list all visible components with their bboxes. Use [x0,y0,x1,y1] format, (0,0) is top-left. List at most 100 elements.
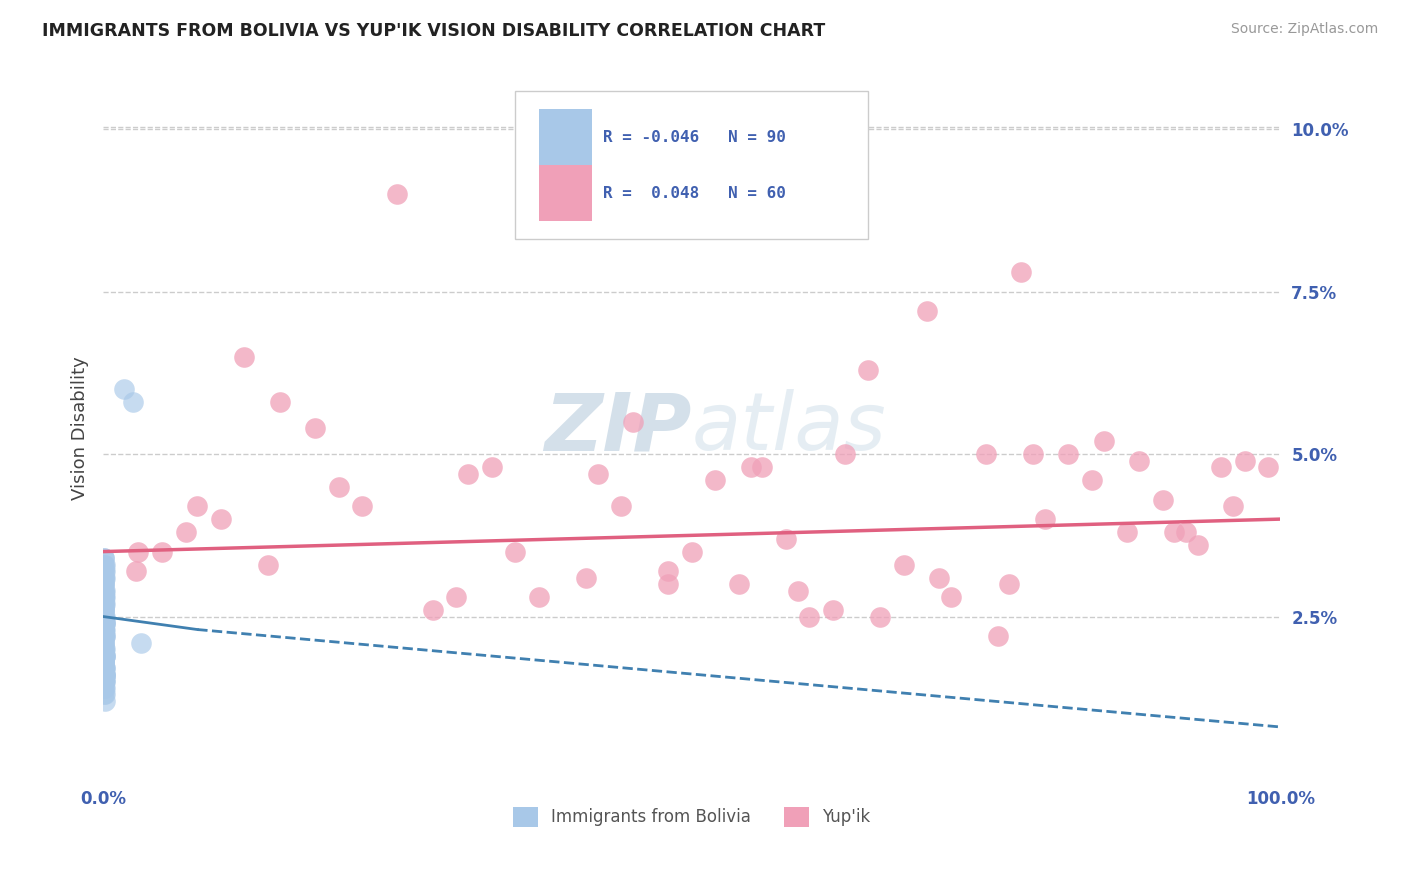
Point [94,674,117,689]
Point [503,544,526,558]
Point [93,583,115,598]
Point [186,499,208,513]
Point [1033,512,1056,526]
Point [799,609,821,624]
Text: Source: ZipAtlas.com: Source: ZipAtlas.com [1230,22,1378,37]
Point [328,480,350,494]
Point [93,603,115,617]
Point [93,661,115,675]
Point [93,570,115,584]
Point [112,382,135,396]
Text: R =  0.048   N = 60: R = 0.048 N = 60 [603,186,786,201]
Point [893,558,915,572]
Point [93,623,115,637]
Legend: Immigrants from Bolivia, Yup'ik: Immigrants from Bolivia, Yup'ik [506,800,877,834]
Point [858,362,880,376]
Point [93,577,115,591]
Point [352,499,374,513]
Point [94,570,117,584]
Point [93,629,115,643]
Point [93,590,115,604]
Y-axis label: Vision Disability: Vision Disability [72,356,89,500]
Point [915,304,938,318]
Point [1092,434,1115,449]
Text: IMMIGRANTS FROM BOLIVIA VS YUP'IK VISION DISABILITY CORRELATION CHART: IMMIGRANTS FROM BOLIVIA VS YUP'IK VISION… [42,22,825,40]
Point [1057,447,1080,461]
Point [150,544,173,558]
Point [93,597,115,611]
Point [93,668,115,682]
Point [93,648,115,663]
Point [94,564,117,578]
Point [1222,499,1244,513]
Point [93,558,115,572]
Point [93,635,115,649]
Point [1163,525,1185,540]
Point [94,590,117,604]
Point [93,583,115,598]
Point [727,577,749,591]
Point [93,590,115,604]
Point [94,623,117,637]
Point [93,635,115,649]
Point [233,350,256,364]
Point [94,668,117,682]
Point [1187,538,1209,552]
Point [457,467,479,481]
Point [93,661,115,675]
Point [269,395,291,409]
Point [93,590,115,604]
Point [93,655,115,669]
Point [93,615,115,630]
Point [998,577,1021,591]
Point [1152,492,1174,507]
FancyBboxPatch shape [538,165,592,221]
Text: ZIP: ZIP [544,389,692,467]
Point [928,570,950,584]
Point [93,551,115,566]
Point [481,460,503,475]
Point [93,609,115,624]
Point [93,648,115,663]
Point [1116,525,1139,540]
Point [93,597,115,611]
Text: R = -0.046   N = 90: R = -0.046 N = 90 [603,129,786,145]
Point [93,577,115,591]
Point [93,674,115,689]
Point [575,570,598,584]
Point [93,570,115,584]
Point [93,668,115,682]
Point [93,609,115,624]
Point [610,499,633,513]
Point [387,187,409,202]
Point [94,597,117,611]
Point [93,681,115,695]
Point [93,661,115,675]
Point [821,603,844,617]
Point [974,447,997,461]
Point [94,668,117,682]
Point [93,688,115,702]
Point [93,597,115,611]
Point [93,655,115,669]
Point [987,629,1010,643]
Point [174,525,197,540]
Point [1081,473,1104,487]
Point [775,532,797,546]
Point [93,674,115,689]
Point [93,642,115,657]
Point [93,590,115,604]
Point [422,603,444,617]
Point [93,642,115,657]
Point [94,681,117,695]
Point [93,623,115,637]
Point [527,590,550,604]
Point [93,564,115,578]
Point [1211,460,1233,475]
Point [94,661,117,675]
Point [1175,525,1198,540]
Point [121,395,143,409]
Point [939,590,962,604]
Point [93,558,115,572]
Point [93,648,115,663]
